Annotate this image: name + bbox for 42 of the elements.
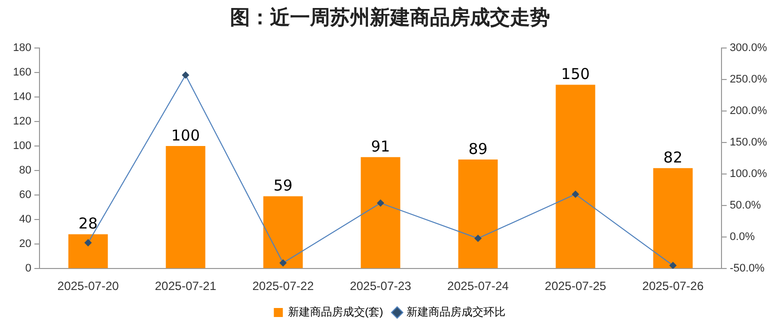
data-label: 82 <box>663 148 682 166</box>
y-tick-label: 100 <box>12 140 32 152</box>
y2-tick-label: 250.0% <box>730 74 768 86</box>
data-label: 100 <box>171 126 200 144</box>
data-label: 150 <box>561 65 590 84</box>
legend-label: 新建商品房成交环比 <box>406 306 506 319</box>
x-tick-label: 2025-07-22 <box>252 279 314 294</box>
data-label: 89 <box>468 140 488 158</box>
bar <box>458 160 498 268</box>
y-tick-label: 140 <box>12 91 32 104</box>
x-tick-label: 2025-07-24 <box>447 279 510 294</box>
bar <box>166 146 206 268</box>
data-label: 91 <box>370 137 390 156</box>
y-tick-label: 80 <box>19 164 32 177</box>
y-tick-label: 60 <box>19 189 32 202</box>
data-label: 59 <box>274 176 293 195</box>
y2-tick-label: 200.0% <box>730 105 768 118</box>
bar <box>653 168 693 268</box>
chart-title: 图：近一周苏州新建商品房成交走势 <box>229 4 551 31</box>
x-tick-label: 2025-07-23 <box>350 279 412 294</box>
y2-tick-label: 300.0% <box>730 42 768 54</box>
y-tick-label: 20 <box>19 238 32 250</box>
y-tick-label: 180 <box>12 42 32 54</box>
bar <box>360 157 400 268</box>
bar <box>263 196 303 268</box>
y2-tick-label: 150.0% <box>730 136 768 149</box>
legend-label: 新建商品房成交(套) <box>288 306 384 319</box>
data-label: 28 <box>78 214 98 233</box>
x-tick-label: 2025-07-25 <box>544 279 606 294</box>
x-tick-label: 2025-07-20 <box>57 279 120 294</box>
y2-tick-label: 50.0% <box>730 200 762 212</box>
y-tick-label: 120 <box>12 116 32 128</box>
y2-tick-label: -50.0% <box>730 262 765 275</box>
y-tick-label: 160 <box>12 66 32 79</box>
x-tick-label: 2025-07-21 <box>154 279 217 294</box>
y-tick-label: 0 <box>25 262 32 275</box>
bar <box>556 84 596 268</box>
y-tick-label: 40 <box>19 214 32 226</box>
x-tick-label: 2025-07-26 <box>642 279 704 294</box>
bar <box>68 234 108 268</box>
y2-tick-label: 100.0% <box>730 168 768 180</box>
y2-tick-label: 0.0% <box>730 231 755 244</box>
